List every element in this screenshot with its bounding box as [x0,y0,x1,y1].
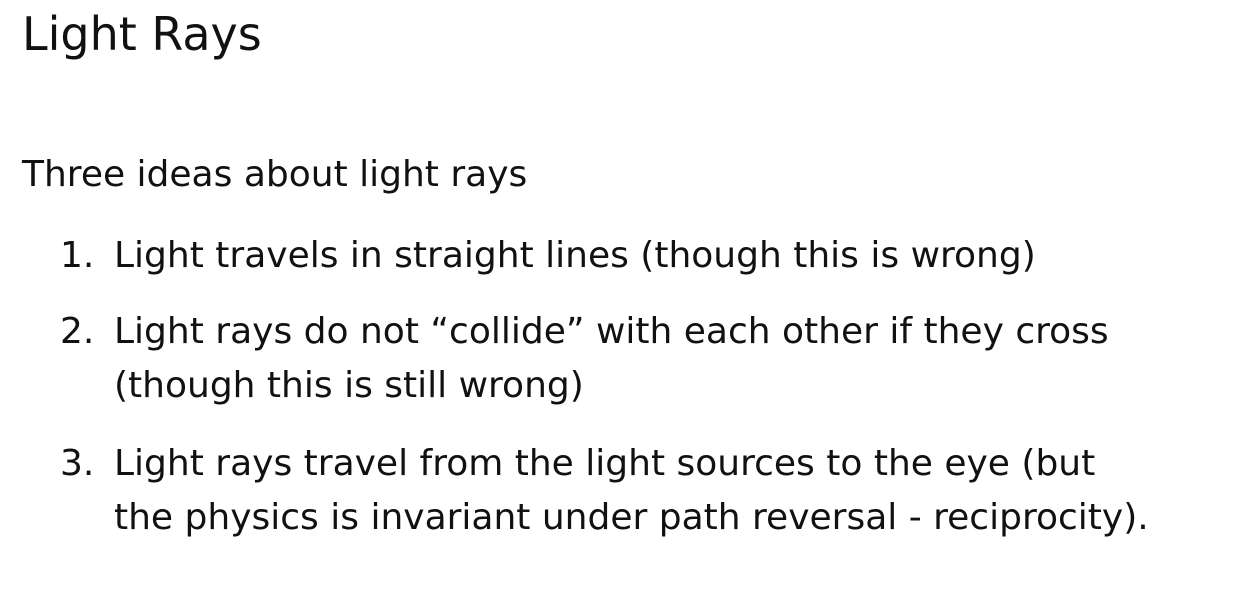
list-item: 1. Light travels in straight lines (thou… [60,229,1210,283]
list-item-number: 2. [60,311,95,352]
list-item-line: the physics is invariant under path reve… [114,497,1149,538]
list-item-line: Light travels in straight lines (though … [114,235,1036,276]
list-item: 2. Light rays do not “collide” with each… [60,305,1210,413]
list-item-line: (though this is still wrong) [114,365,584,406]
list-item-number: 3. [60,443,95,484]
list-item-line: Light rays travel from the light sources… [114,443,1096,484]
list-item-number: 1. [60,235,95,276]
list-item-text: Light rays travel from the light sources… [114,437,1149,545]
list-item-text: Light rays do not “collide” with each ot… [114,305,1109,413]
slide-title: Light Rays [22,7,262,61]
intro-text: Three ideas about light rays [22,154,528,195]
list-item-line: Light rays do not “collide” with each ot… [114,311,1109,352]
list-item-text: Light travels in straight lines (though … [114,229,1036,283]
list-item: 3. Light rays travel from the light sour… [60,437,1250,545]
